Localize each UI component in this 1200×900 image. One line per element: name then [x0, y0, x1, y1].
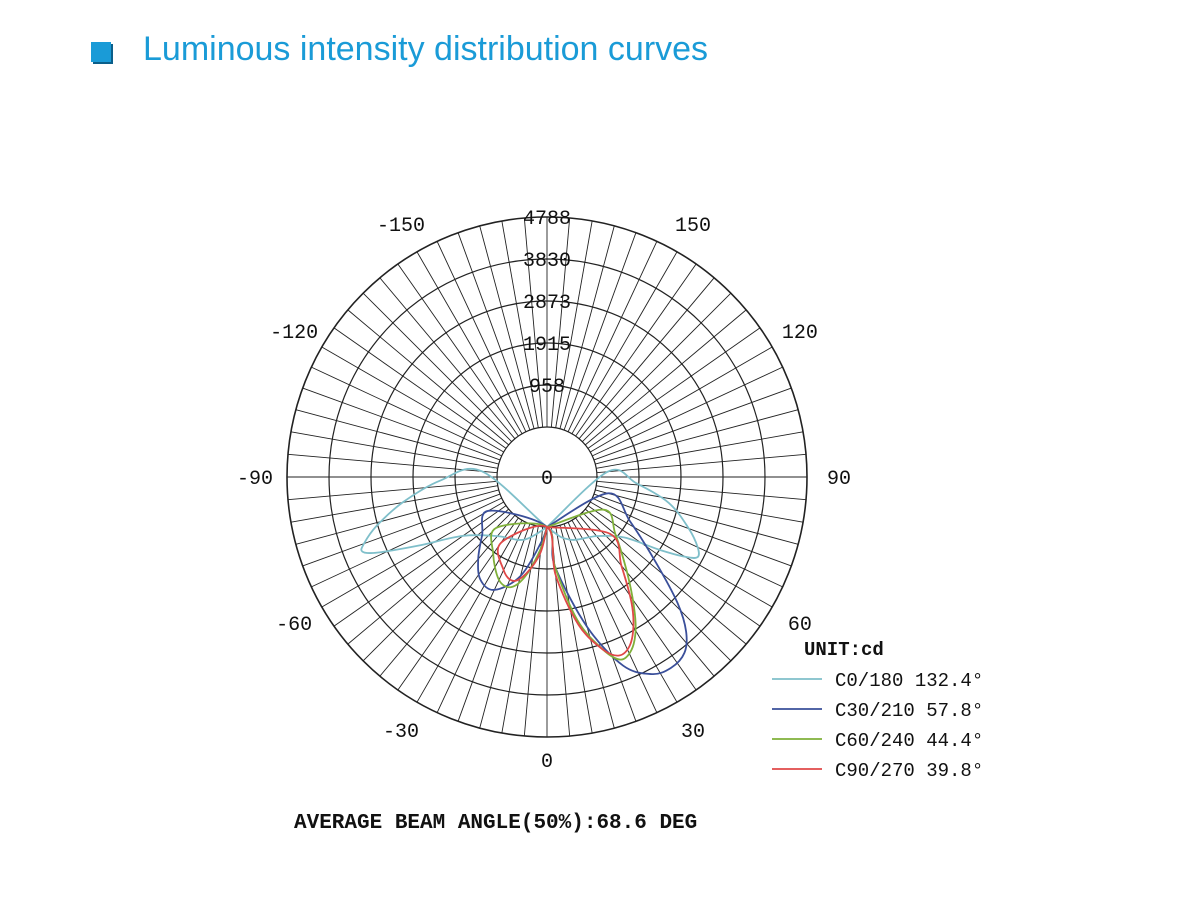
series-curve-c30-210 [477, 492, 688, 676]
grid-spoke [479, 225, 535, 429]
grid-spoke [416, 520, 523, 703]
angle-label: -60 [276, 614, 312, 637]
radial-tick-label: 0 [541, 468, 553, 491]
angle-label: 120 [782, 322, 818, 345]
curve-group [360, 467, 700, 676]
grid-spoke [575, 263, 697, 437]
series-curve-c90-270 [496, 524, 635, 657]
grid-spoke [596, 480, 807, 501]
grid-spoke [582, 292, 732, 442]
grid-spoke [596, 453, 807, 474]
legend-label: C90/270 39.8° [835, 760, 983, 782]
grid-spoke [290, 431, 498, 469]
grid-spoke [550, 217, 571, 428]
grid-spoke [578, 277, 715, 439]
grid-spoke [379, 277, 516, 439]
grid-spoke [575, 517, 697, 691]
grid-spoke [590, 501, 773, 608]
unit-label: UNIT:cd [804, 639, 884, 661]
average-beam-angle-text: AVERAGE BEAM ANGLE(50%):68.6 DEG [294, 812, 698, 835]
legend: UNIT:cd C0/180 132.4° C30/210 57.8° C60/240… [772, 639, 983, 782]
grid-spoke [479, 525, 535, 729]
grid-spoke [563, 232, 637, 431]
grid-spoke [416, 251, 523, 434]
header-square-icon [91, 42, 111, 62]
grid-spoke [457, 232, 531, 431]
angle-label: 150 [675, 215, 711, 238]
grid-spoke [347, 309, 509, 446]
grid-spoke [596, 431, 804, 469]
angle-label: -30 [383, 721, 419, 744]
grid-spoke [555, 526, 593, 734]
grid-spoke [295, 489, 499, 545]
grid-spoke [457, 523, 531, 722]
grid-spoke [436, 241, 527, 432]
angle-label: -90 [237, 468, 273, 491]
grid-spoke [567, 241, 658, 432]
grid-spoke [311, 366, 502, 457]
angle-label: -120 [270, 322, 318, 345]
grid-spoke [555, 220, 593, 428]
grid-spoke [333, 327, 507, 449]
radial-tick-label: 3830 [523, 250, 571, 273]
grid-spoke [590, 346, 773, 453]
angle-label: 30 [681, 721, 705, 744]
grid-spoke [567, 522, 658, 713]
legend-label: C60/240 44.4° [835, 730, 983, 752]
grid-spoke [436, 522, 527, 713]
grid-spoke [321, 501, 504, 608]
grid-spoke [585, 508, 747, 645]
grid-spoke [582, 512, 732, 662]
page-title: Luminous intensity distribution curves [143, 30, 709, 68]
radial-tick-label: 4788 [523, 208, 571, 231]
angle-label: 90 [827, 468, 851, 491]
grid-spoke [362, 512, 512, 662]
grid-spoke [585, 309, 747, 446]
polar-grid [286, 216, 808, 738]
radial-tick-label: 1915 [523, 334, 571, 357]
radial-tick-label: 2873 [523, 292, 571, 315]
grid-spoke [302, 387, 501, 461]
legend-label: C0/180 132.4° [835, 670, 983, 692]
grid-spoke [596, 485, 804, 523]
grid-spoke [592, 366, 783, 457]
series-curve-c60-240 [490, 508, 637, 661]
grid-spoke [287, 480, 498, 501]
grid-spoke [311, 497, 502, 588]
grid-spoke [397, 263, 519, 437]
legend-label: C30/210 57.8° [835, 700, 983, 722]
angle-label: 60 [788, 614, 812, 637]
grid-spoke [595, 409, 799, 465]
grid-spoke [593, 387, 792, 461]
polar-chart: 0 958 1915 2873 3830 4788 0 30 60 90 120 150 -30 -60 -… [237, 208, 983, 782]
grid-spoke [571, 520, 678, 703]
grid-spoke [563, 523, 637, 722]
grid-spoke [571, 251, 678, 434]
radial-tick-label: 958 [529, 376, 565, 399]
grid-spoke [290, 485, 498, 523]
grid-spoke [587, 505, 761, 627]
grid-spoke [593, 493, 792, 567]
grid-spoke [333, 505, 507, 627]
grid-spoke [295, 409, 499, 465]
grid-spoke [302, 493, 501, 567]
angle-label: 0 [541, 751, 553, 774]
grid-spoke [523, 217, 544, 428]
angle-label: -150 [377, 215, 425, 238]
grid-spoke [595, 489, 799, 545]
grid-spoke [578, 515, 715, 677]
grid-spoke [587, 327, 761, 449]
grid-spoke [501, 220, 539, 428]
grid-spoke [592, 497, 783, 588]
label-group: 0 958 1915 2873 3830 4788 0 30 60 90 120 150 -30 -60 -… [237, 208, 851, 774]
grid-spoke [347, 508, 509, 645]
grid-spoke [362, 292, 512, 442]
grid-spoke [321, 346, 504, 453]
grid-spoke [559, 225, 615, 429]
grid-spoke [523, 526, 544, 737]
